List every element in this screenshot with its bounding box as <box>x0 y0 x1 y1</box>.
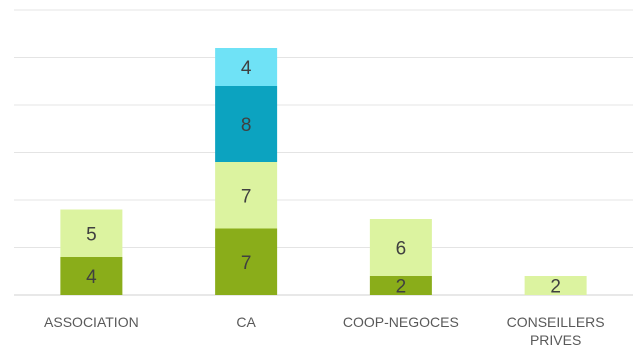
bar-segment <box>215 48 278 86</box>
bar-segment <box>369 276 432 295</box>
data-label: 2 <box>550 277 561 298</box>
bar-segment <box>369 219 432 276</box>
category-label-line: CONSEILLERS <box>507 314 605 330</box>
data-label: 7 <box>241 253 252 274</box>
data-label: 4 <box>241 58 252 79</box>
category-label-line: CA <box>236 314 256 330</box>
bar-segment <box>215 228 278 295</box>
data-label: 8 <box>241 115 252 136</box>
bar-segment <box>524 276 587 295</box>
category-label: COOP-NEGOCES <box>343 314 459 330</box>
category-label-line: ASSOCIATION <box>44 314 139 330</box>
data-label: 7 <box>241 186 252 207</box>
category-label-line: COOP-NEGOCES <box>343 314 459 330</box>
data-label: 2 <box>396 277 407 298</box>
category-label: CONSEILLERS PRIVES <box>507 314 605 348</box>
category-label: ASSOCIATION <box>44 314 139 330</box>
bar-segment <box>60 209 123 257</box>
data-label: 6 <box>396 239 407 260</box>
data-label: 5 <box>86 224 97 245</box>
bar-segment <box>215 86 278 162</box>
data-label: 4 <box>86 267 97 288</box>
category-label-line: PRIVES <box>530 332 581 348</box>
bar-segment <box>60 257 123 295</box>
category-label: CA <box>236 314 256 330</box>
bar-segment <box>215 162 278 229</box>
